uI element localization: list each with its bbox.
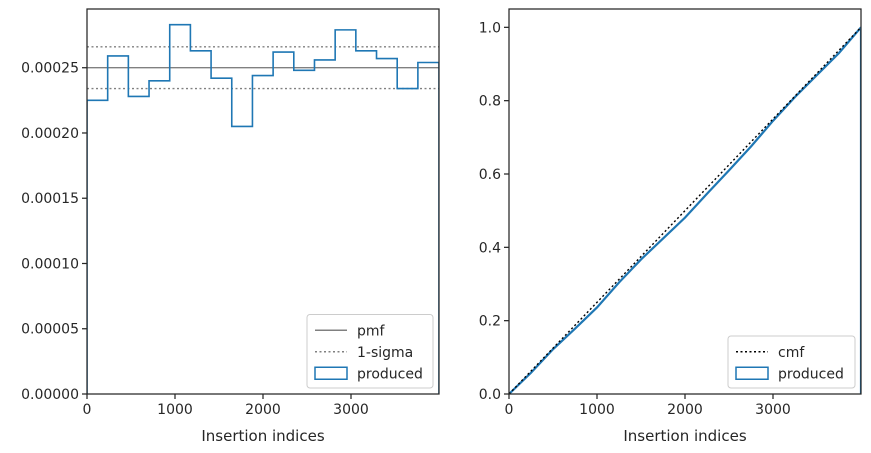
right-chart-panel: 0.0 0.2 0.4 0.6 0.8 1.0 0 1000 2000 3000 Inserti… <box>479 8 862 445</box>
legend-label-produced: produced <box>357 366 423 382</box>
left-y-tick-label: 0.00000 <box>21 387 79 403</box>
left-y-tick-label: 0.00010 <box>21 256 79 272</box>
legend-label-cmf: cmf <box>778 345 805 361</box>
legend-swatch-produced <box>735 366 769 380</box>
legend-label-1-sigma: 1-sigma <box>357 345 413 361</box>
right-x-tick-label: 0 <box>505 402 514 418</box>
left-y-tick-label: 0.00025 <box>21 61 79 77</box>
line-series-produced <box>509 26 861 394</box>
right-y-tick-label: 0.0 <box>479 387 501 403</box>
right-y-ticks: 0.0 0.2 0.4 0.6 0.8 1.0 <box>479 20 509 403</box>
right-y-tick-label: 0.8 <box>479 94 501 110</box>
left-y-tick-label: 0.00020 <box>21 126 79 142</box>
right-x-tick-label: 1000 <box>579 402 615 418</box>
left-x-axis-label: Insertion indices <box>201 427 324 445</box>
right-x-ticks: 0 1000 2000 3000 <box>505 394 791 418</box>
right-x-axis-label: Insertion indices <box>623 427 746 445</box>
left-x-tick-label: 0 <box>83 402 92 418</box>
left-legend: pmf 1-sigma produced <box>306 314 434 389</box>
right-y-tick-label: 0.2 <box>479 314 501 330</box>
left-y-tick-label: 0.00005 <box>21 322 79 338</box>
right-marks <box>509 26 861 394</box>
right-y-tick-label: 0.6 <box>479 167 501 183</box>
left-x-ticks: 0 1000 2000 3000 <box>83 394 369 418</box>
legend-label-pmf: pmf <box>357 323 386 339</box>
right-x-tick-label: 3000 <box>755 402 791 418</box>
left-x-tick-label: 2000 <box>245 402 281 418</box>
legend-label-produced: produced <box>778 366 844 382</box>
right-legend-box <box>727 335 856 389</box>
left-marks <box>87 23 439 394</box>
right-y-tick-label: 0.4 <box>479 240 501 256</box>
legend-swatch-produced <box>314 366 348 380</box>
left-plot-area <box>87 23 439 394</box>
left-x-tick-label: 1000 <box>157 402 193 418</box>
right-legend: cmf produced <box>727 335 856 389</box>
left-y-tick-label: 0.00015 <box>21 191 79 207</box>
left-y-ticks: 0.00000 0.00005 0.00010 0.00015 0.00020 0.000… <box>21 61 87 403</box>
line-series-cmf <box>509 26 861 394</box>
right-y-tick-label: 1.0 <box>479 20 501 36</box>
left-legend-box <box>306 314 434 389</box>
histogram-series-produced <box>87 23 439 394</box>
right-x-tick-label: 2000 <box>667 402 703 418</box>
left-x-tick-label: 3000 <box>333 402 369 418</box>
left-chart-panel: 0.00000 0.00005 0.00010 0.00015 0.00020 0.000… <box>21 8 440 445</box>
right-plot-area <box>509 26 861 394</box>
